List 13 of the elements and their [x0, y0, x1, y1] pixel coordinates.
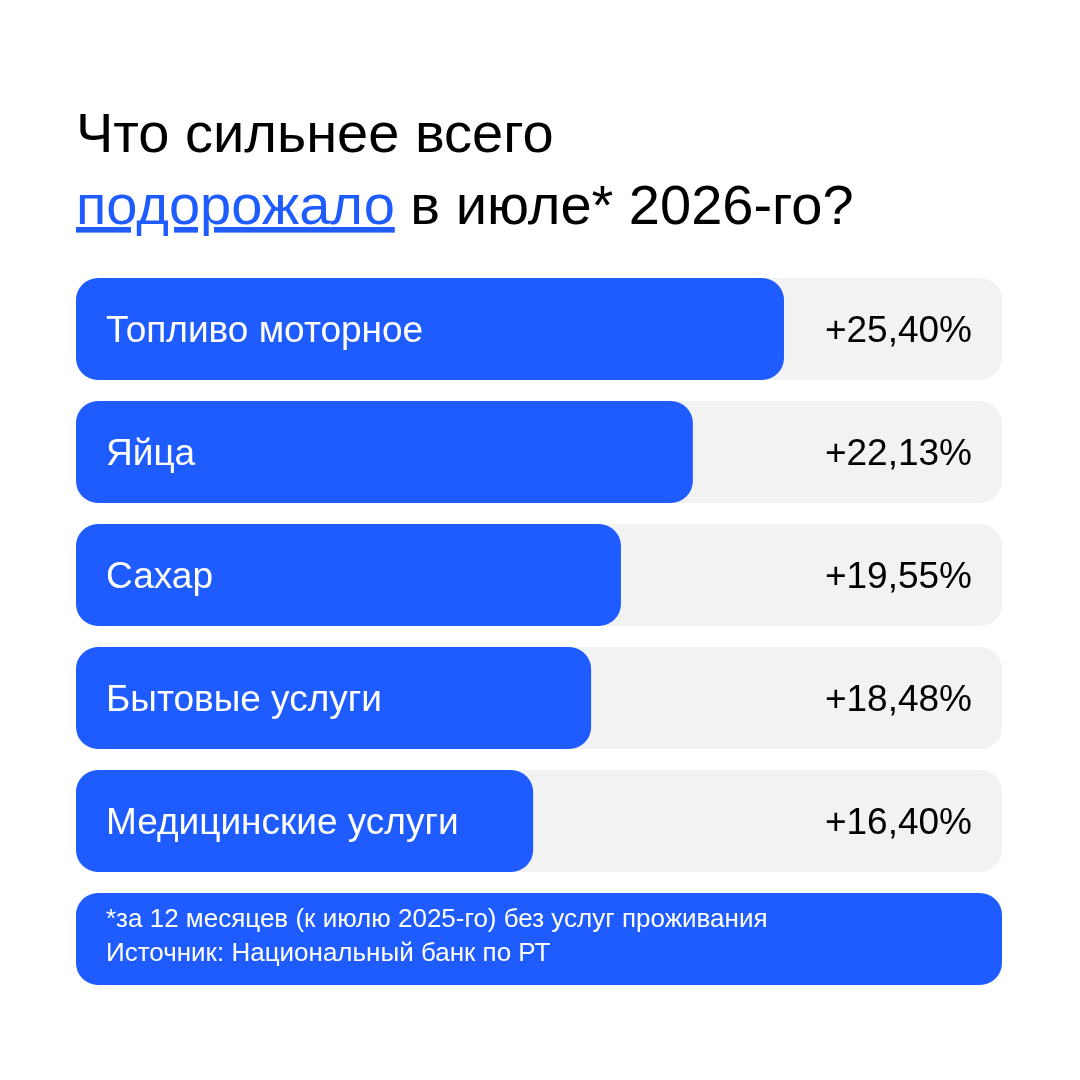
data-label: +16,40% — [824, 801, 972, 842]
data-label: +25,40% — [824, 309, 972, 350]
text: Источник: Национальный банк по РТ — [106, 937, 551, 967]
data-label: +19,55% — [824, 555, 972, 596]
chart-title: Что сильнее всего подорожало в июле* 2026-го? — [76, 101, 854, 236]
y-tick-label: Медицинские услуги — [106, 801, 459, 842]
y-tick-label: Бытовые услуги — [106, 678, 382, 719]
data-label: +18,48% — [824, 678, 972, 719]
y-tick-label: Яйца — [106, 432, 196, 473]
y-tick-label: Сахар — [106, 555, 213, 596]
text: *за 12 месяцев (к июлю 2025-го) без услуг проживания — [106, 903, 768, 933]
y-tick-label: Топливо моторное — [106, 309, 424, 350]
data-label: +22,13% — [824, 432, 972, 473]
